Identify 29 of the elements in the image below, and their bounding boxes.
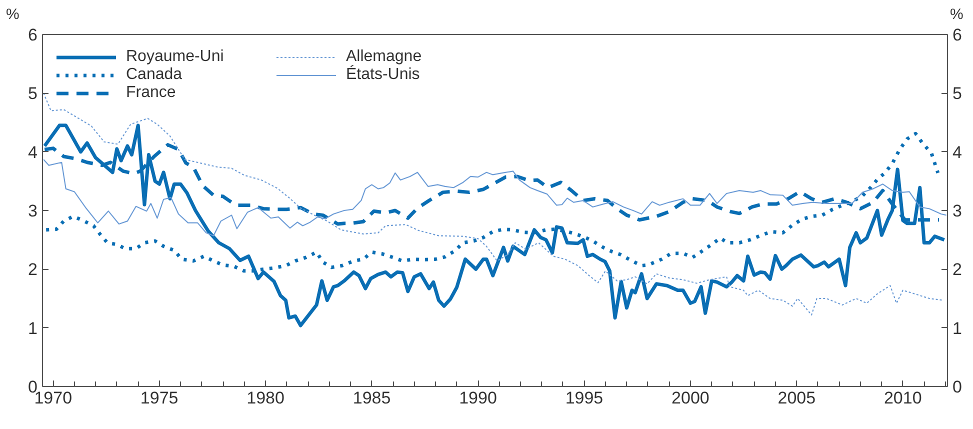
y2-tick-label: 0 (952, 378, 962, 396)
y-tick-label: 4 (28, 142, 38, 162)
legend-label: États-Unis (346, 66, 421, 84)
y-tick-label: 1 (28, 318, 38, 338)
legend-label: Royaume-Uni (126, 48, 225, 66)
y2-tick-label: 3 (952, 202, 962, 220)
legend-label: Canada (126, 66, 184, 84)
y2-axis-title: % (950, 5, 964, 25)
y2-tick-label: 4 (952, 142, 962, 162)
y-tick-label: 3 (28, 202, 38, 220)
y2-tick-label: 1 (952, 318, 962, 338)
y-tick-label: 5 (28, 84, 38, 104)
y2-tick-label: 6 (952, 26, 962, 44)
y2-tick-label: 2 (952, 260, 962, 280)
legend-label: Allemagne (346, 48, 423, 65)
x-tick-label: 1990 (459, 388, 497, 408)
x-tick-label: 1980 (246, 388, 284, 408)
y-axis-title: % (6, 5, 20, 25)
x-tick-label: 2005 (778, 388, 816, 408)
y-tick-label: 2 (28, 260, 38, 280)
x-tick-label: 1975 (140, 388, 178, 408)
line-series (42, 124, 946, 328)
x-tick-label: 2010 (884, 388, 922, 408)
y2-tick-label: 5 (952, 84, 962, 104)
x-tick-label: 2000 (672, 388, 710, 408)
y-tick-label: 6 (28, 26, 38, 44)
x-tick-label: 1995 (565, 388, 604, 408)
x-tick-label: 1985 (352, 388, 391, 408)
legend-label: France (126, 84, 177, 102)
